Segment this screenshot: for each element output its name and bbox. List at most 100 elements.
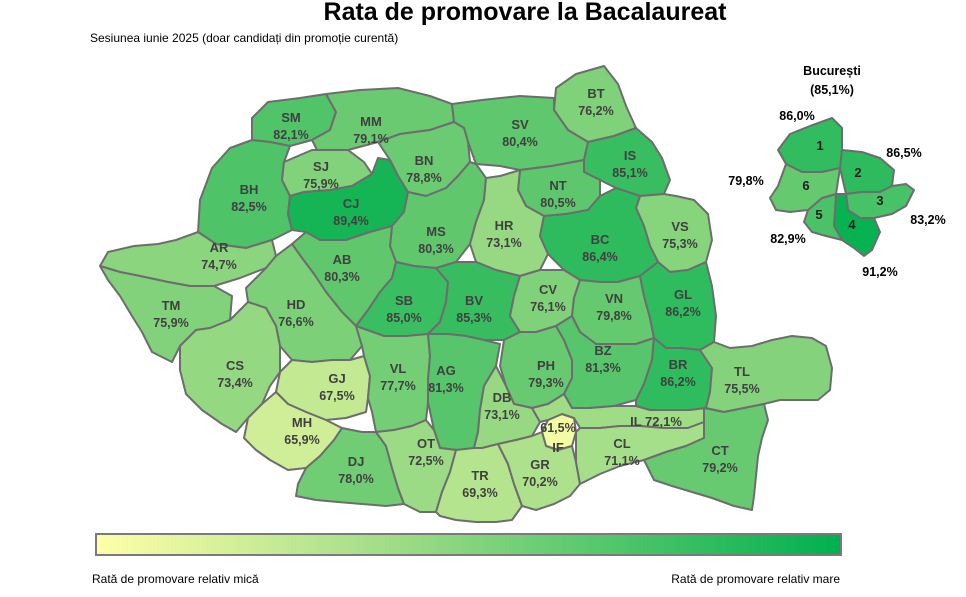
bucharest-sector-number-5: 5 [815, 207, 822, 222]
county-value-tl: 75,5% [724, 382, 759, 396]
county-value-gl: 86,2% [665, 305, 700, 319]
county-code-br: BR [669, 357, 688, 372]
county-value-sb: 85,0% [386, 311, 421, 325]
county-code-is: IS [624, 148, 637, 163]
bucharest-sector-value-3: 83,2% [910, 213, 945, 227]
county-value-ab: 80,3% [324, 270, 359, 284]
county-code-bt: BT [587, 86, 604, 101]
county-value-br: 86,2% [660, 375, 695, 389]
bucharest-sector-value-5: 82,9% [770, 232, 805, 246]
county-code-sj: SJ [313, 159, 329, 174]
county-code-hd: HD [287, 297, 306, 312]
county-value-bn: 78,8% [406, 171, 441, 185]
county-value-bt: 76,2% [578, 104, 613, 118]
bucharest-sector-6 [769, 163, 841, 213]
county-value-gj: 67,5% [319, 389, 354, 403]
bucharest-sector-number-2: 2 [854, 165, 861, 180]
county-code-bn: BN [415, 153, 434, 168]
county-code-cj: CJ [343, 196, 360, 211]
county-code-ot: OT [417, 436, 435, 451]
county-code-nt: NT [549, 178, 566, 193]
bucharest-sector-value-6: 79,8% [728, 174, 763, 188]
county-value-hd: 76,6% [278, 315, 313, 329]
county-value-db: 73,1% [484, 408, 519, 422]
county-value-cs: 73,4% [217, 376, 252, 390]
county-label-il: IL 72,1% [630, 414, 682, 429]
county-value-cj: 89,4% [333, 214, 368, 228]
bucharest-sector-number-6: 6 [802, 178, 809, 193]
county-code-cv: CV [539, 282, 557, 297]
county-value-cv: 76,1% [530, 300, 565, 314]
map-title: Rata de promovare la Bacalaureat [323, 0, 727, 26]
county-value-ph: 79,3% [528, 376, 563, 390]
bucharest-sector-value-1: 86,0% [779, 109, 814, 123]
county-code-bh: BH [240, 182, 259, 197]
bucharest-sector-value-2: 86,5% [886, 146, 921, 160]
county-code-ab: AB [333, 252, 352, 267]
county-value-dj: 78,0% [338, 472, 373, 486]
county-value-vn: 79,8% [596, 309, 631, 323]
legend-low-label: Rată de promovare relativ mică [92, 572, 259, 586]
county-code-cs: CS [226, 358, 244, 373]
county-tr [435, 443, 523, 523]
county-value-mh: 65,9% [284, 433, 319, 447]
county-cs [179, 301, 281, 433]
county-value-nt: 80,5% [540, 196, 575, 210]
county-code-dj: DJ [348, 454, 365, 469]
county-code-bc: BC [591, 232, 610, 247]
county-code-gl: GL [674, 287, 692, 302]
county-code-tr: TR [471, 468, 489, 483]
county-code-gj: GJ [328, 371, 345, 386]
county-value-sm: 82,1% [273, 128, 308, 142]
county-value-tr: 69,3% [462, 486, 497, 500]
county-value-tm: 75,9% [153, 316, 188, 330]
county-value-bc: 86,4% [582, 250, 617, 264]
county-code-ar: AR [210, 240, 229, 255]
county-code-tl: TL [734, 364, 750, 379]
county-value-bv: 85,3% [456, 311, 491, 325]
county-bc [539, 187, 659, 283]
county-code-gr: GR [530, 457, 550, 472]
county-code-vs: VS [671, 219, 689, 234]
bucharest-sector-value-4: 91,2% [862, 265, 897, 279]
county-code-sv: SV [511, 117, 529, 132]
county-value-vl: 77,7% [380, 379, 415, 393]
county-code-ms: MS [426, 224, 446, 239]
county-value-is: 85,1% [612, 166, 647, 180]
bucharest-total: (85,1%) [810, 83, 854, 97]
county-tl [699, 335, 833, 413]
county-value-ms: 80,3% [418, 242, 453, 256]
bucharest-sector-number-3: 3 [876, 193, 883, 208]
county-value-gr: 70,2% [522, 475, 557, 489]
county-value-bh: 82,5% [231, 200, 266, 214]
county-code-ct: CT [711, 443, 728, 458]
county-code-sm: SM [281, 110, 301, 125]
county-code-hr: HR [495, 218, 514, 233]
county-code-if: IF [552, 440, 564, 455]
county-value-cl: 71,1% [604, 454, 639, 468]
county-code-cl: CL [613, 436, 630, 451]
legend-high-label: Rată de promovare relativ mare [671, 572, 840, 586]
county-code-tm: TM [162, 298, 181, 313]
county-code-mh: MH [292, 415, 312, 430]
bucharest-sector-number-4: 4 [848, 217, 856, 232]
color-scale-bar [95, 533, 842, 556]
county-value-ar: 74,7% [201, 258, 236, 272]
county-value-sj: 75,9% [303, 177, 338, 191]
county-code-ph: PH [537, 358, 555, 373]
bucharest-sector-number-1: 1 [816, 138, 823, 153]
county-code-sb: SB [395, 293, 413, 308]
county-code-db: DB [493, 390, 512, 405]
county-value-if: 61,5% [540, 421, 575, 435]
county-code-ag: AG [436, 363, 456, 378]
county-value-bz: 81,3% [585, 361, 620, 375]
bucharest-title: București [803, 64, 861, 78]
county-ct [643, 403, 769, 511]
map-subtitle: Sesiunea iunie 2025 (doar candidați din … [90, 31, 399, 45]
county-code-vl: VL [390, 361, 407, 376]
county-code-bv: BV [465, 293, 483, 308]
county-value-ct: 79,2% [702, 461, 737, 475]
county-value-hr: 73,1% [486, 236, 521, 250]
county-value-vs: 75,3% [662, 237, 697, 251]
